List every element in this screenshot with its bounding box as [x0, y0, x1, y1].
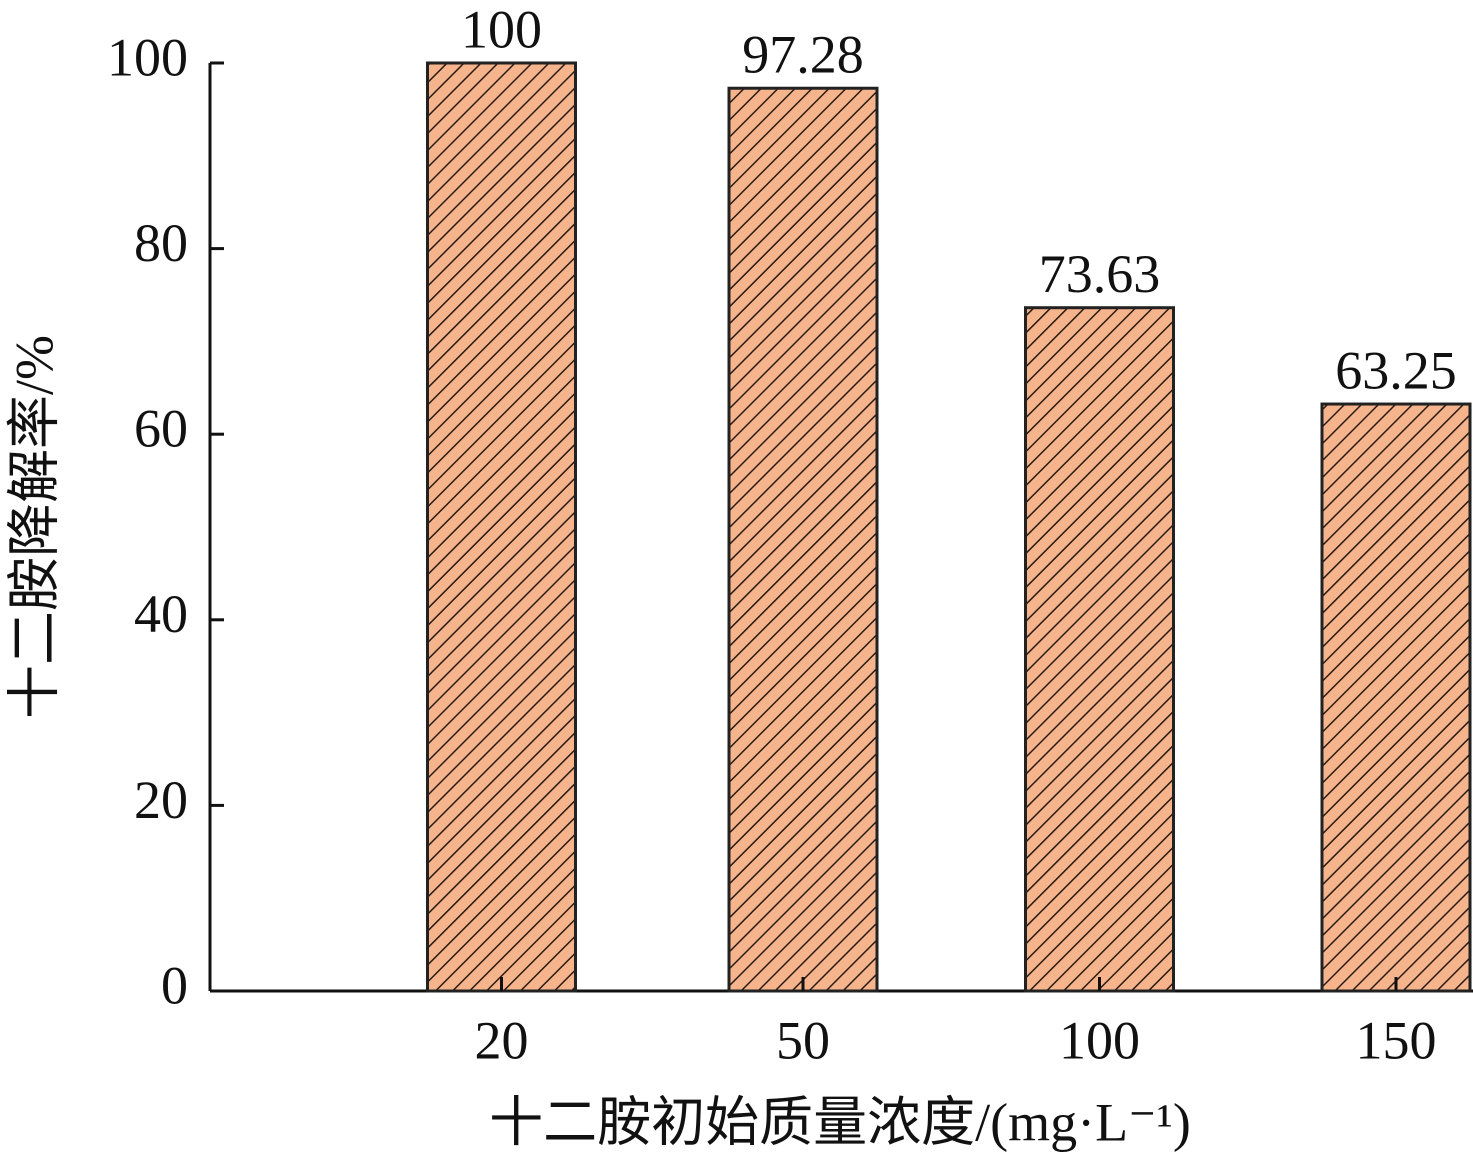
bar	[1024, 306, 1175, 993]
x-tick-label: 150	[1356, 1010, 1437, 1070]
bar	[727, 86, 879, 993]
y-tick-label: 0	[161, 955, 188, 1015]
y-tick-label: 60	[134, 399, 188, 459]
value-label: 73.63	[1039, 244, 1161, 304]
value-label: 63.25	[1335, 340, 1457, 400]
x-axis-title: 十二胺初始质量浓度/(mg·L⁻¹)	[489, 1092, 1191, 1152]
y-tick-label: 20	[134, 770, 188, 830]
y-axis-title: 十二胺降解率/%	[4, 335, 64, 719]
value-label: 100	[461, 0, 542, 59]
y-tick-label: 80	[134, 213, 188, 273]
value-label: 97.28	[742, 25, 864, 85]
y-tick-label: 100	[107, 27, 188, 87]
x-tick-label: 50	[776, 1010, 830, 1070]
x-tick-label: 20	[475, 1010, 529, 1070]
y-tick-label: 40	[134, 584, 188, 644]
bar	[426, 61, 577, 993]
bar	[1320, 402, 1472, 993]
x-tick-label: 100	[1059, 1010, 1140, 1070]
